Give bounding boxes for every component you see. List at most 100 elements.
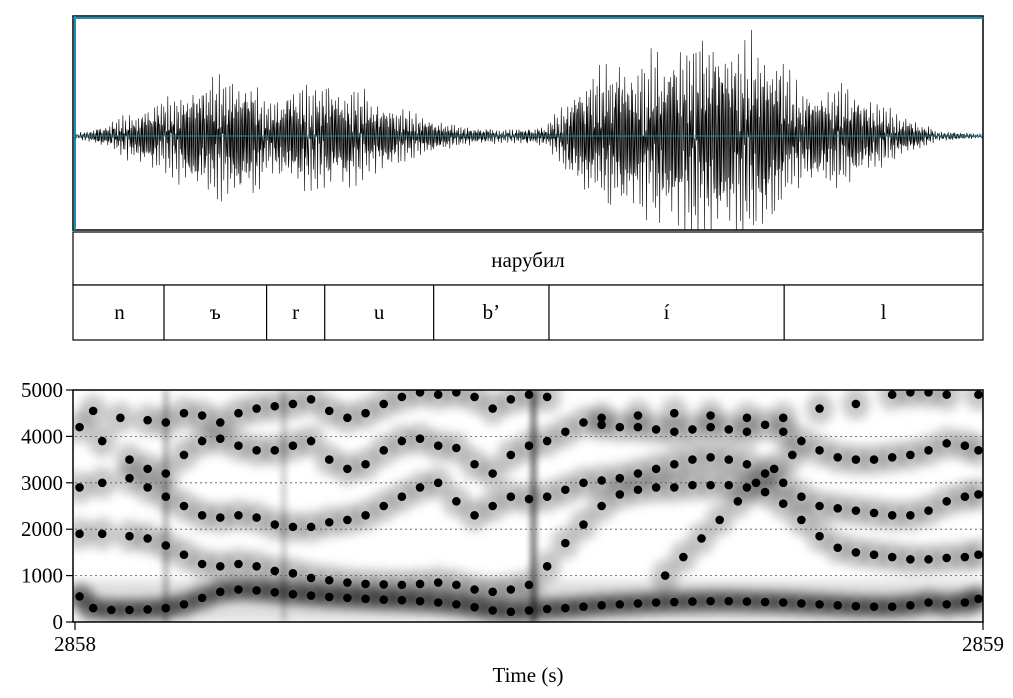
formant-point [197, 411, 207, 420]
formant-point [379, 501, 389, 511]
formant-point [669, 459, 679, 469]
formant-point [306, 394, 316, 404]
formant-point [415, 390, 425, 397]
formant-point [924, 506, 933, 515]
formant-point [488, 587, 497, 597]
formant-point [143, 464, 152, 474]
formant-point [524, 606, 534, 615]
formant-point [97, 436, 107, 446]
segment-tier-frame [72, 284, 984, 341]
y-tick-label: 4000 [21, 424, 63, 448]
formant-point [107, 605, 116, 615]
formant-point [715, 515, 724, 525]
formant-point [960, 598, 970, 607]
spectrogram-grid [75, 435, 983, 576]
formant-point [706, 452, 715, 462]
formant-point [524, 494, 534, 504]
formant-point [769, 464, 779, 474]
formant-point [542, 392, 552, 402]
formant-point [669, 427, 679, 437]
y-tick-label: 5000 [21, 378, 63, 402]
segment-label: n [114, 300, 125, 324]
formant-point [974, 446, 983, 455]
formant-point [960, 492, 970, 502]
spectrogram-burst [162, 390, 169, 622]
x-axis-label: Time (s) [493, 663, 564, 687]
formant-point [869, 455, 879, 464]
formant-point [125, 455, 134, 464]
formant-point [615, 490, 625, 499]
formant-point [524, 441, 534, 450]
formant-point [397, 436, 407, 446]
formant-point [542, 604, 552, 614]
formant-point [270, 446, 280, 455]
formant-point [270, 566, 280, 576]
formant-point [869, 550, 879, 560]
formant-point [470, 602, 479, 612]
formant-point [561, 538, 570, 548]
formant-point [706, 596, 715, 606]
formant-point [788, 450, 797, 460]
formant-point [161, 492, 171, 502]
formant-point [179, 600, 189, 609]
formant-point [724, 596, 734, 606]
spectrogram-burst [280, 390, 287, 622]
formant-point [179, 550, 189, 560]
formant-point [833, 504, 843, 513]
formant-point [197, 593, 207, 603]
formant-point [833, 543, 843, 553]
formant-point [688, 597, 697, 606]
formant-point [88, 406, 98, 416]
formant-point [742, 427, 752, 437]
formant-point [116, 413, 125, 423]
formant-point [379, 399, 389, 409]
formant-point [706, 411, 715, 420]
word-tier-label: нарубил [491, 248, 564, 272]
formant-point [524, 390, 534, 399]
formant-point [561, 427, 570, 437]
formant-point [288, 441, 298, 450]
formant-point [815, 446, 824, 455]
formant-point [215, 434, 225, 444]
formant-point [942, 497, 951, 506]
formant-point [343, 515, 352, 525]
formant-point [906, 510, 915, 520]
formant-point [125, 605, 134, 615]
formant-point [433, 578, 443, 587]
formant-point [143, 483, 152, 492]
formant-point [815, 531, 824, 541]
formant-point [906, 390, 915, 397]
formant-point [833, 600, 843, 610]
formant-point [75, 592, 84, 601]
formant-point [161, 603, 171, 613]
formant-point [742, 597, 752, 606]
formant-point [143, 605, 152, 614]
formant-point [633, 485, 643, 495]
formant-point [851, 601, 861, 611]
formant-point [797, 599, 806, 608]
segment-label: b’ [483, 300, 501, 324]
formant-point [851, 399, 861, 409]
formant-point [851, 506, 861, 515]
formant-point [252, 446, 261, 455]
formant-point [379, 580, 389, 589]
formant-point [506, 450, 516, 460]
formant-point [751, 478, 761, 488]
formant-point [415, 579, 425, 589]
formant-point [215, 587, 225, 597]
formant-point [542, 562, 552, 571]
formant-point [433, 390, 443, 399]
spectrogram-blob [964, 434, 983, 467]
formant-point [452, 600, 461, 609]
formant-point [433, 598, 443, 607]
formant-point [270, 401, 280, 411]
formant-point [197, 510, 207, 520]
formant-point [942, 390, 951, 399]
formant-point [415, 434, 425, 444]
formant-point [343, 464, 352, 474]
formant-point [306, 591, 316, 600]
formant-point [742, 459, 752, 469]
spectrogram-blob [964, 478, 983, 511]
formant-point [542, 492, 552, 502]
